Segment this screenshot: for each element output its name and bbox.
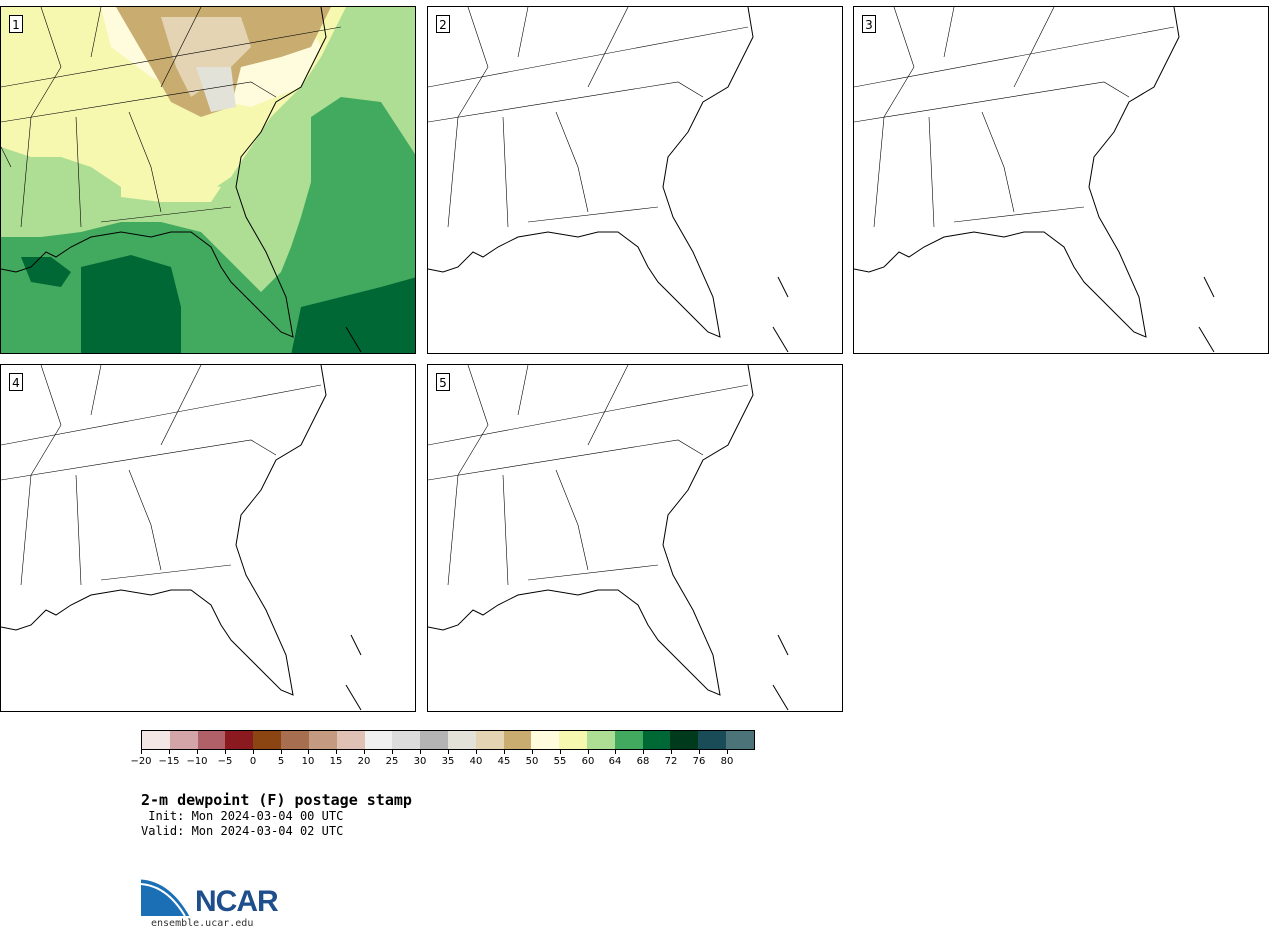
colorbar-tick	[448, 750, 449, 754]
ncar-logo-icon	[141, 876, 193, 917]
colorbar-tick	[169, 750, 170, 754]
colorbar-tick-label: −20	[130, 756, 152, 767]
logo-name: NCAR	[195, 885, 279, 918]
state-outline-map	[1, 365, 362, 711]
colorbar-swatch	[142, 731, 170, 749]
colorbar-swatch	[614, 731, 643, 749]
panel-label: 5	[436, 373, 450, 391]
colorbar-tick	[392, 750, 393, 754]
map-panel-4: 4	[0, 364, 416, 712]
colorbar-tick	[671, 750, 672, 754]
panel-label: 3	[862, 15, 876, 33]
colorbar-tick-label: 30	[413, 756, 427, 767]
colorbar-swatch	[642, 731, 671, 749]
colorbar-tick	[588, 750, 589, 754]
colorbar-tick-label: 35	[441, 756, 455, 767]
map-panel-3: 3	[853, 6, 1269, 354]
colorbar-tick	[699, 750, 700, 754]
colorbar-swatch	[364, 731, 393, 749]
colorbar-tick-label: 15	[329, 756, 343, 767]
colorbar	[141, 730, 755, 750]
valid-time: Valid: Mon 2024-03-04 02 UTC	[141, 824, 344, 838]
panel-label: 4	[9, 373, 23, 391]
colorbar-tick	[476, 750, 477, 754]
colorbar-tick-label: 20	[357, 756, 371, 767]
colorbar-swatch	[587, 731, 615, 749]
dewpoint-field	[1, 7, 415, 353]
colorbar-swatch	[253, 731, 282, 749]
colorbar-tick-label: 25	[385, 756, 399, 767]
colorbar-tick	[253, 750, 254, 754]
colorbar-swatch	[670, 731, 699, 749]
chart-title: 2-m dewpoint (F) postage stamp	[141, 791, 412, 809]
colorbar-tick	[420, 750, 421, 754]
colorbar-tick	[336, 750, 337, 754]
colorbar-swatch	[698, 731, 727, 749]
colorbar-tick-label: 40	[469, 756, 483, 767]
colorbar-tick-label: 5	[277, 756, 285, 767]
colorbar-tick	[364, 750, 365, 754]
colorbar-tick-label: 72	[664, 756, 678, 767]
colorbar-swatch	[447, 731, 476, 749]
colorbar-swatch	[726, 731, 754, 749]
colorbar-tick-label: 64	[608, 756, 622, 767]
colorbar-tick-label: −10	[186, 756, 208, 767]
map-panel-2: 2	[427, 6, 843, 354]
colorbar-swatch	[336, 731, 365, 749]
colorbar-tick-label: 0	[249, 756, 257, 767]
colorbar-swatch	[559, 731, 587, 749]
colorbar-tick-label: 45	[497, 756, 511, 767]
panel-label: 2	[436, 15, 450, 33]
colorbar-tick-label: 80	[720, 756, 734, 767]
colorbar-swatch	[420, 731, 448, 749]
colorbar-tick	[727, 750, 728, 754]
logo-url: ensemble.ucar.edu	[151, 918, 254, 929]
colorbar-tick	[197, 750, 198, 754]
init-time: Init: Mon 2024-03-04 00 UTC	[141, 809, 344, 823]
colorbar-swatch	[531, 731, 560, 749]
colorbar-tick	[504, 750, 505, 754]
colorbar-tick	[643, 750, 644, 754]
colorbar-tick-label: −5	[217, 756, 233, 767]
map-panel-1: 1	[0, 6, 416, 354]
colorbar-tick-label: 50	[525, 756, 539, 767]
colorbar-tick	[225, 750, 226, 754]
colorbar-swatch	[308, 731, 337, 749]
colorbar-tick	[532, 750, 533, 754]
colorbar-swatch	[225, 731, 254, 749]
colorbar-swatch	[392, 731, 421, 749]
colorbar-swatch	[503, 731, 532, 749]
colorbar-tick	[560, 750, 561, 754]
colorbar-tick	[281, 750, 282, 754]
colorbar-tick-label: 76	[692, 756, 706, 767]
colorbar-tick-label: 60	[581, 756, 595, 767]
colorbar-tick	[141, 750, 142, 754]
state-outline-map	[428, 365, 789, 711]
map-panel-5: 5	[427, 364, 843, 712]
colorbar-tick-label: −15	[158, 756, 180, 767]
panel-label: 1	[9, 15, 23, 33]
colorbar-tick-label: 10	[301, 756, 315, 767]
colorbar-swatch	[281, 731, 309, 749]
state-outline-map	[428, 7, 789, 353]
colorbar-tick-label: 68	[636, 756, 650, 767]
colorbar-tick	[615, 750, 616, 754]
colorbar-swatch	[169, 731, 198, 749]
colorbar-swatch	[475, 731, 504, 749]
colorbar-ticks: −20 −15 −10 −5 0 5 10 15 20 25 30 35 40 45 50 55 60 64 68 7…	[130, 750, 755, 770]
colorbar-swatch	[197, 731, 226, 749]
colorbar-tick	[308, 750, 309, 754]
colorbar-tick-label: 55	[553, 756, 567, 767]
state-outline-map	[854, 7, 1215, 353]
